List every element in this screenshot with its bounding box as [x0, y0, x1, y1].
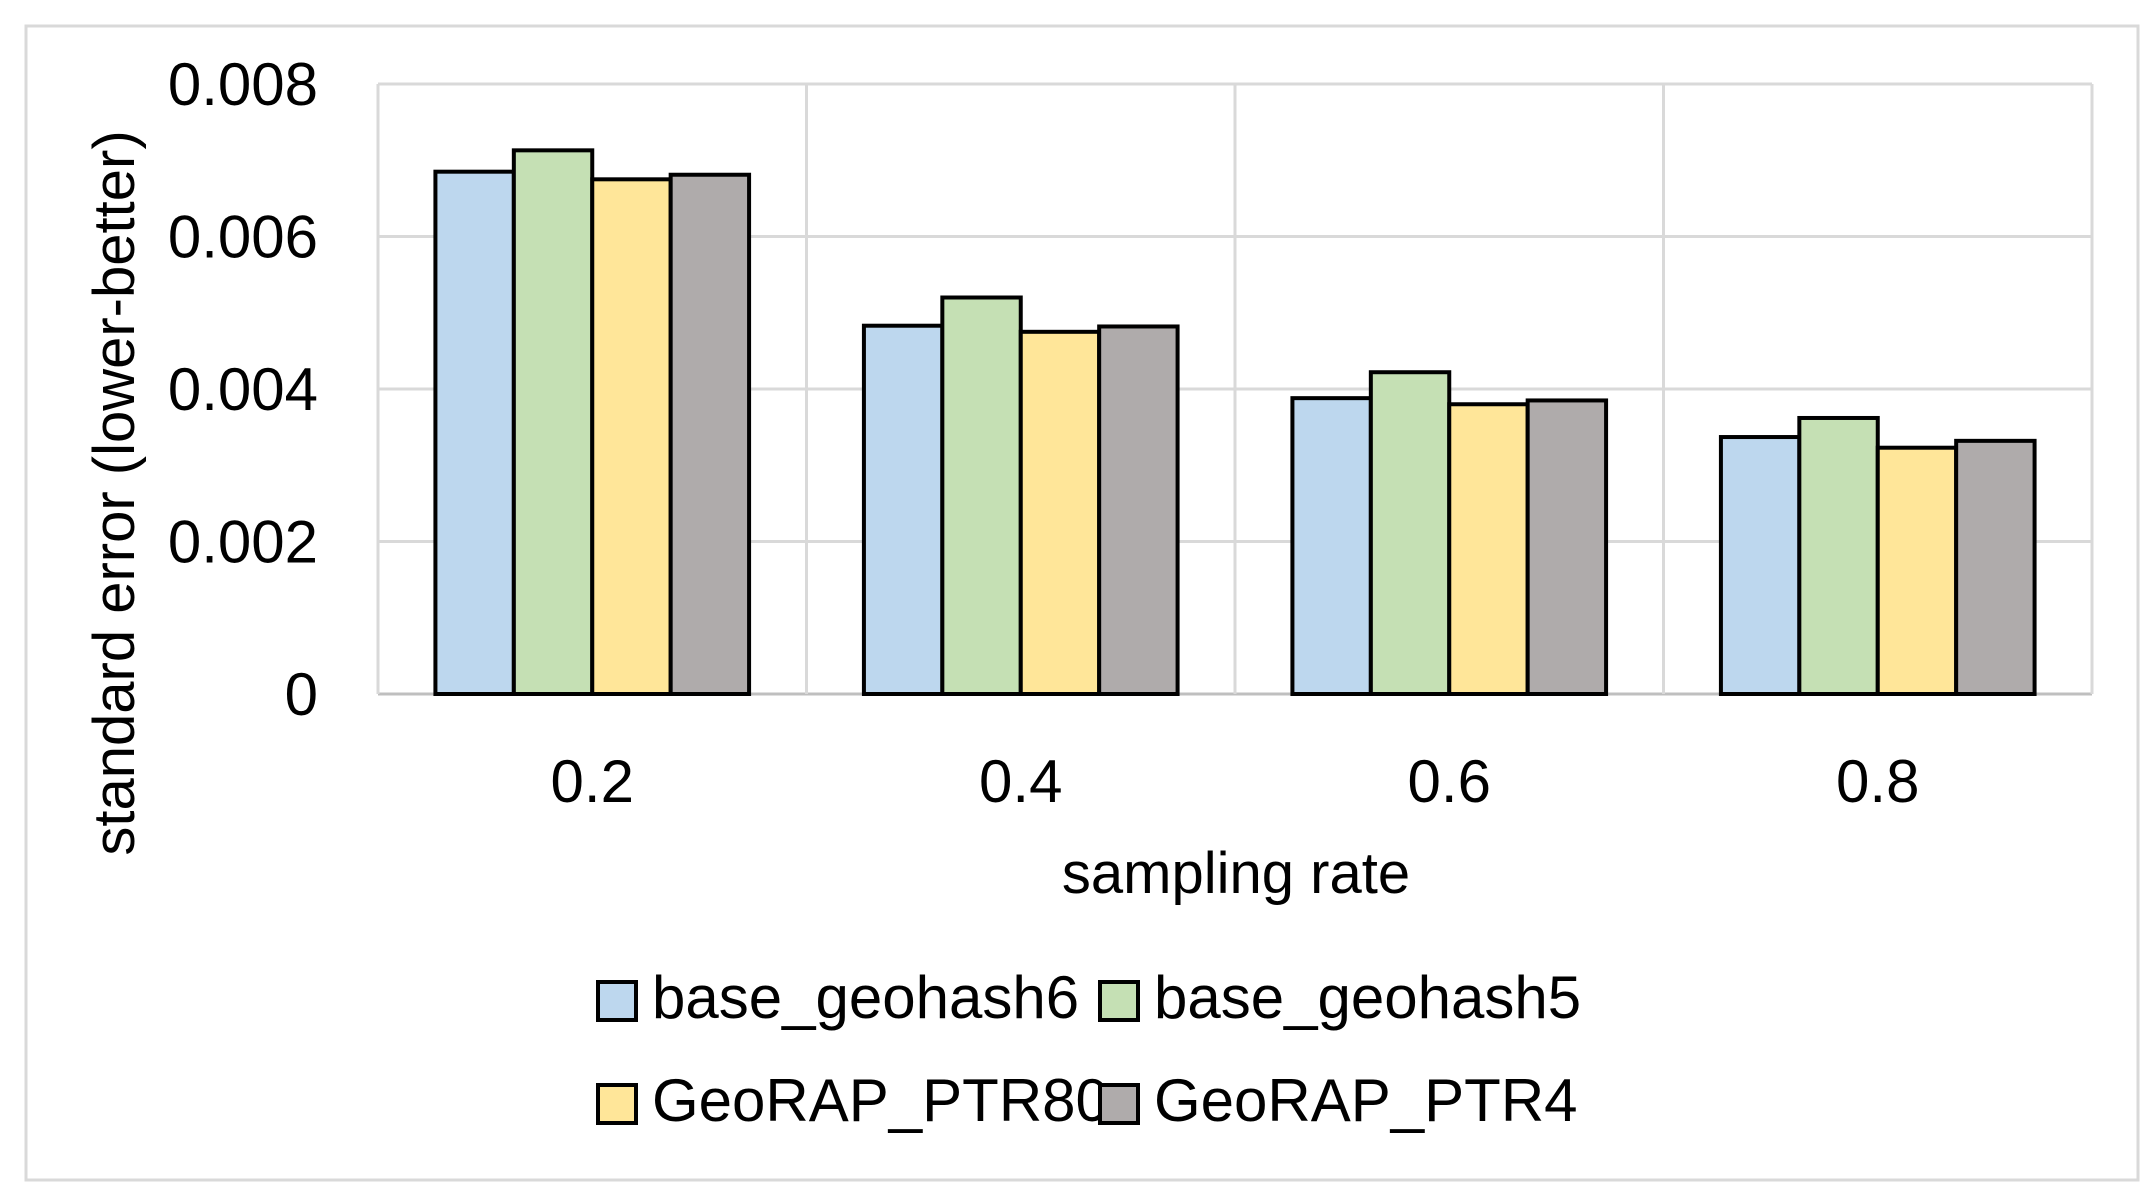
x-axis-title: sampling rate	[1062, 841, 1410, 906]
bar-GeoRAP_PTR4-0.2	[668, 172, 752, 697]
x-tick-label: 0.8	[1836, 748, 1919, 815]
legend-swatch-GeoRAP_PTR4	[1098, 1083, 1140, 1125]
legend-label-base_geohash6: base_geohash6	[652, 964, 1079, 1031]
y-tick-label: 0.006	[168, 204, 318, 271]
y-axis-title: standard error (lower-better)	[82, 130, 147, 855]
legend-label-GeoRAP_PTR4: GeoRAP_PTR4	[1154, 1067, 1578, 1134]
y-tick-label: 0.008	[168, 51, 318, 118]
legend-swatch-base_geohash6	[596, 980, 638, 1022]
bar-GeoRAP_PTR4-0.4	[1097, 324, 1180, 696]
legend: base_geohash6 base_geohash5 GeoRAP_PTR80 Ge…	[596, 964, 1581, 1134]
bar-base_geohash6-0.2	[433, 169, 516, 696]
legend-label-GeoRAP_PTR80: GeoRAP_PTR80	[652, 1067, 1109, 1134]
x-tick-label: 0.4	[979, 748, 1062, 815]
y-tick-labels: 0 0.002 0.004 0.006 0.008	[168, 51, 318, 728]
bar-base_geohash5-0.8	[1797, 415, 1880, 696]
bar-GeoRAP_PTR4-0.6	[1525, 398, 1609, 696]
bars	[433, 148, 2037, 697]
x-tick-label: 0.6	[1408, 748, 1491, 815]
bar-GeoRAP_PTR80-0.8	[1875, 445, 1959, 696]
y-tick-label: 0.004	[168, 356, 318, 423]
bar-base_geohash6-0.4	[861, 323, 945, 696]
bar-base_geohash5-0.2	[511, 148, 595, 696]
bar-GeoRAP_PTR80-0.4	[1018, 329, 1102, 696]
legend-label-base_geohash5: base_geohash5	[1154, 964, 1581, 1031]
bar-base_geohash5-0.6	[1368, 370, 1452, 696]
y-tick-label: 0.002	[168, 509, 318, 576]
bar-GeoRAP_PTR80-0.2	[590, 177, 673, 696]
bar-base_geohash6-0.6	[1290, 396, 1373, 696]
bar-GeoRAP_PTR4-0.8	[1954, 438, 2037, 696]
legend-swatch-base_geohash5	[1098, 980, 1140, 1022]
bar-GeoRAP_PTR80-0.6	[1447, 402, 1530, 696]
legend-swatch-GeoRAP_PTR80	[596, 1083, 638, 1125]
x-tick-label: 0.2	[551, 748, 634, 815]
x-tick-labels: 0.2 0.4 0.6 0.8	[551, 748, 1920, 815]
bar-base_geohash5-0.4	[940, 295, 1023, 696]
bar-base_geohash6-0.8	[1718, 435, 1802, 696]
y-tick-label: 0	[285, 661, 318, 728]
